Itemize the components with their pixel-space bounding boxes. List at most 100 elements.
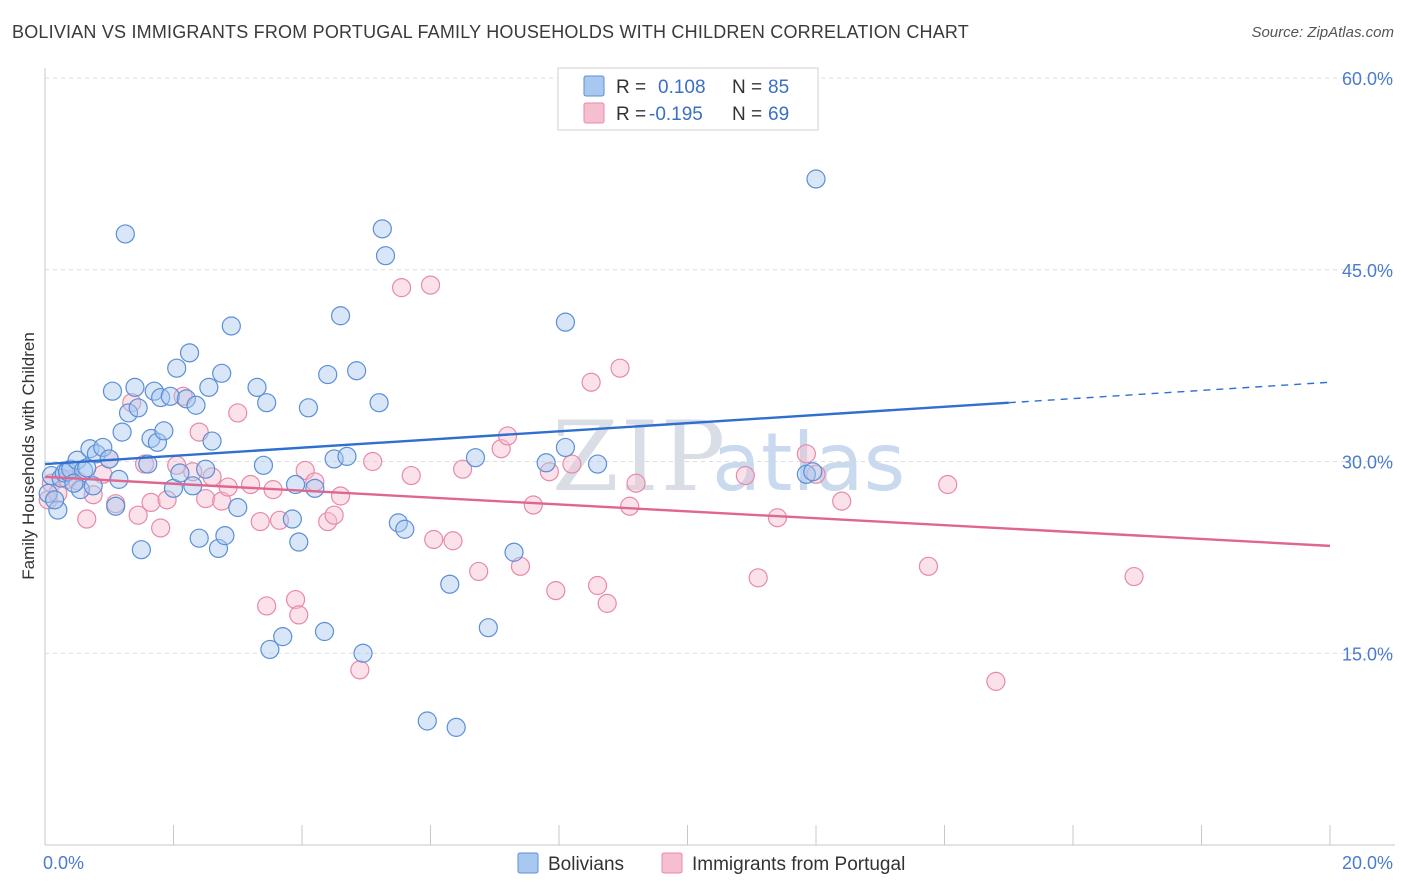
portugal-point: [151, 518, 171, 538]
bolivian-point: [504, 542, 524, 562]
bolivian-point: [186, 395, 206, 415]
bottom-legend: Bolivians Immigrants from Portugal: [517, 852, 905, 875]
legend-n-label: N =: [732, 104, 762, 125]
bolivian-point: [260, 639, 280, 660]
bolivian-point: [257, 393, 277, 413]
bolivian-point: [93, 437, 113, 458]
trend-line-bolivians: [44, 401, 1009, 466]
bottom-legend-portugal: Immigrants from Portugal: [692, 854, 905, 875]
portugal-point: [401, 465, 421, 486]
bolivian-point: [118, 403, 139, 423]
bolivian-point: [395, 519, 415, 539]
bolivian-point: [247, 377, 267, 397]
bolivian-point: [115, 224, 135, 244]
portugal-point: [289, 605, 309, 625]
bolivian-point: [202, 431, 222, 451]
portugal-point: [391, 278, 412, 298]
bottom-legend-swatch-bolivians: [517, 852, 539, 874]
bolivian-point: [353, 643, 373, 663]
bolivian-point: [314, 621, 335, 642]
bolivian-point: [318, 364, 338, 385]
bolivian-point: [536, 453, 556, 473]
bolivian-point: [228, 497, 248, 518]
bolivian-point: [176, 389, 196, 409]
portugal-point: [918, 556, 939, 576]
portugal-point: [469, 561, 489, 582]
bolivian-point: [289, 532, 309, 552]
bolivian-point: [221, 316, 241, 336]
bolivian-point: [330, 306, 351, 326]
bolivian-point: [102, 381, 123, 401]
portugal-point: [748, 568, 768, 588]
portugal-point: [806, 464, 826, 484]
watermark: ZIP atlas: [552, 401, 905, 513]
bolivian-point: [212, 363, 232, 383]
bolivian-point: [112, 422, 132, 442]
bottom-legend-swatch-portugal: [661, 852, 683, 874]
portugal-point: [196, 488, 216, 509]
bolivian-point: [128, 398, 148, 418]
portugal-point: [610, 358, 630, 378]
portugal-point: [562, 454, 582, 474]
y-axis-label: Family Households with Children: [19, 332, 38, 580]
series-bolivians-points: [38, 169, 826, 737]
legend-swatch-portugal: [583, 102, 605, 124]
bolivian-point: [147, 432, 168, 452]
bolivian-point: [282, 509, 302, 529]
portugal-point: [546, 581, 566, 601]
bolivian-point: [555, 312, 576, 332]
grid-lines: [45, 77, 1395, 654]
series-portugal-points: [38, 275, 1144, 691]
y-tick-label: 15.0%: [1342, 644, 1393, 664]
bolivian-point: [375, 246, 396, 266]
legend-n-value: 69: [768, 104, 789, 125]
bolivian-point: [465, 448, 486, 468]
portugal-point: [620, 496, 640, 516]
portugal-point: [587, 575, 608, 596]
bolivian-point: [151, 387, 171, 408]
portugal-point: [350, 660, 370, 680]
legend-r-label: R =: [616, 104, 646, 125]
legend-swatch-bolivians: [583, 75, 605, 97]
portugal-point: [157, 490, 177, 510]
legend-n-value: 85: [768, 77, 789, 98]
portugal-point: [285, 589, 306, 610]
bolivian-point: [179, 343, 200, 363]
legend-r-value: 0.108: [658, 77, 706, 98]
bolivian-point: [372, 219, 392, 239]
portugal-point: [122, 393, 142, 413]
portugal-point: [228, 403, 248, 423]
portugal-point: [453, 459, 473, 479]
watermark-zip: ZIP: [552, 401, 727, 513]
bolivian-point: [189, 528, 209, 548]
bolivian-point: [154, 421, 174, 441]
bolivian-point: [48, 500, 68, 520]
bolivian-point: [806, 169, 826, 189]
legend-r-value: -0.195: [649, 104, 703, 125]
y-tick-label: 30.0%: [1342, 453, 1393, 473]
bolivian-point: [369, 393, 389, 413]
y-tick-label: 60.0%: [1342, 69, 1393, 89]
portugal-point: [330, 486, 351, 506]
bolivian-point: [273, 627, 293, 647]
bolivian-point: [199, 377, 219, 397]
y-tick-label: 45.0%: [1342, 261, 1393, 281]
portugal-point: [735, 465, 755, 486]
bolivian-point: [803, 462, 823, 482]
portugal-point: [363, 451, 383, 472]
trend-lines: [44, 381, 1331, 548]
portugal-point: [597, 593, 617, 613]
portugal-point: [324, 505, 344, 525]
bolivian-point: [347, 361, 367, 381]
bolivian-point: [587, 454, 608, 474]
portugal-point: [581, 372, 601, 392]
portugal-point: [443, 531, 463, 551]
portugal-point: [1124, 566, 1144, 587]
bolivian-point: [337, 446, 357, 466]
portugal-point: [938, 474, 958, 495]
bolivian-point: [196, 459, 216, 479]
portugal-point: [41, 473, 62, 493]
bolivian-point: [83, 476, 103, 496]
bolivian-point: [440, 574, 460, 594]
